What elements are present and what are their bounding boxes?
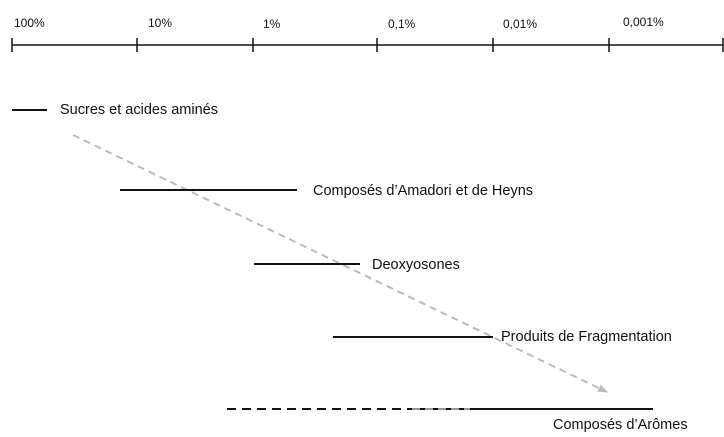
item-label: Sucres et acides aminés [60, 102, 218, 118]
tick-label: 1% [263, 17, 281, 31]
tick-label: 10% [148, 16, 172, 30]
item-label: Composés d’Amadori et de Heyns [313, 183, 533, 199]
trend-arrow [72, 134, 608, 393]
tick-label: 0,1% [388, 17, 416, 31]
item-label: Produits de Fragmentation [501, 329, 672, 345]
tick-label: 0,01% [503, 17, 537, 31]
item-label: Composés d’Arômes [553, 417, 688, 433]
tick-label: 100% [14, 16, 45, 30]
axis [11, 38, 724, 52]
item-label: Deoxyosones [372, 257, 460, 273]
tick-label: 0,001% [623, 15, 664, 29]
